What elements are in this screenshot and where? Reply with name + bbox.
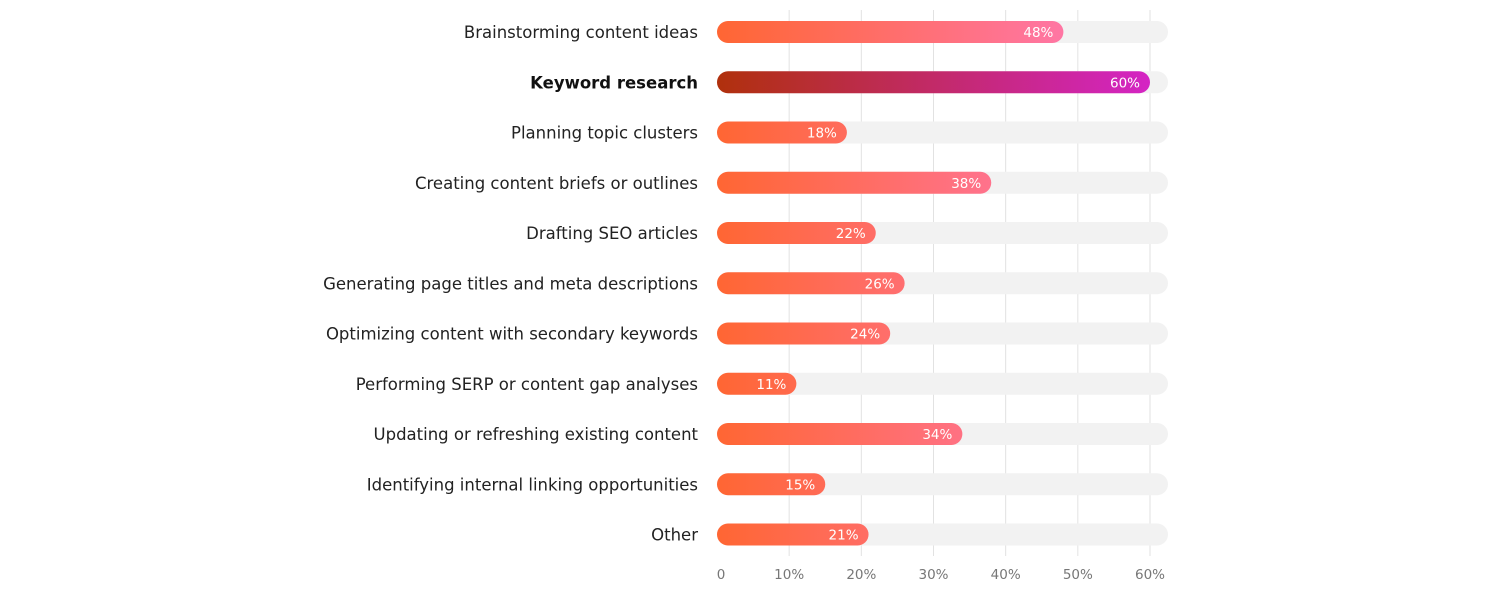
value-label: 15% (785, 477, 815, 493)
x-tick-label: 40% (991, 567, 1021, 583)
x-tick-label: 10% (774, 567, 804, 583)
category-label: Brainstorming content ideas (464, 23, 698, 42)
bar (717, 21, 1064, 43)
category-label: Creating content briefs or outlines (415, 174, 698, 193)
bar (717, 272, 905, 295)
value-label: 38% (951, 176, 981, 192)
bar-row: Performing SERP or content gap analyses 1… (356, 372, 1168, 395)
value-label: 60% (1110, 75, 1140, 91)
bar (717, 523, 869, 546)
bar (717, 222, 876, 244)
category-label: Keyword research (530, 73, 698, 92)
bar-row: Creating content briefs or outlines 38% (415, 171, 1168, 194)
value-label: 18% (807, 126, 837, 142)
value-label: 21% (829, 528, 859, 544)
bar-row: Keyword research 60% (530, 71, 1168, 94)
bar (717, 423, 963, 445)
bar (717, 171, 992, 194)
category-label: Updating or refreshing existing content (374, 425, 699, 444)
bar-row: Other 21% (651, 523, 1168, 546)
bar-row: Brainstorming content ideas 48% (464, 21, 1168, 43)
bar-row: Optimizing content with secondary keywor… (326, 322, 1168, 345)
category-label: Performing SERP or content gap analyses (356, 375, 698, 394)
category-label: Planning topic clusters (511, 124, 698, 143)
bar-row: Drafting SEO articles 22% (526, 222, 1168, 244)
category-label: Optimizing content with secondary keywor… (326, 325, 698, 344)
value-label: 24% (850, 327, 880, 343)
x-tick-label: 30% (918, 567, 948, 583)
x-tick-label: 20% (846, 567, 876, 583)
bar-row: Identifying internal linking opportuniti… (367, 473, 1168, 496)
x-axis-ticks: 0 10% 20% 30% 40% 50% 60% (717, 567, 1165, 583)
value-label: 48% (1023, 25, 1053, 41)
value-label: 26% (865, 276, 895, 292)
bar-rows: Brainstorming content ideas 48% Keyword re… (323, 21, 1168, 546)
bar (717, 322, 891, 345)
bar (717, 121, 847, 144)
bar-row: Updating or refreshing existing content 3… (374, 423, 1168, 445)
value-label: 34% (922, 427, 952, 443)
bar (717, 473, 826, 496)
bar-track (717, 372, 1168, 395)
bar-row: Generating page titles and meta descript… (323, 272, 1168, 295)
category-label: Drafting SEO articles (526, 224, 698, 243)
x-tick-label: 0 (717, 567, 726, 583)
value-label: 11% (756, 377, 786, 393)
bar-row: Planning topic clusters 18% (511, 121, 1168, 144)
category-label: Identifying internal linking opportuniti… (367, 475, 698, 494)
x-tick-label: 60% (1135, 567, 1165, 583)
x-tick-label: 50% (1063, 567, 1093, 583)
bar-track (717, 473, 1168, 496)
value-label: 22% (836, 226, 866, 242)
category-label: Other (651, 526, 698, 545)
category-label: Generating page titles and meta descript… (323, 274, 698, 293)
bar (717, 372, 797, 395)
bar (717, 71, 1150, 94)
